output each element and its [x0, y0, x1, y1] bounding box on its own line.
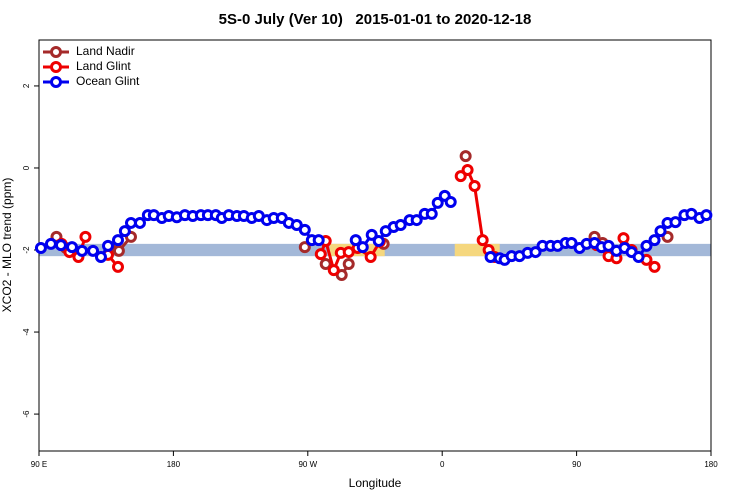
legend-label: Land Nadir [76, 44, 135, 58]
point [617, 232, 630, 245]
point [66, 241, 79, 254]
point [700, 209, 713, 222]
point [529, 246, 542, 259]
y-tick-label: 2 [22, 83, 31, 88]
point [461, 164, 474, 177]
point [648, 234, 661, 247]
point [476, 234, 489, 247]
point [111, 234, 124, 247]
x-tick-label: 90 W [298, 460, 317, 469]
point [425, 207, 438, 220]
point [298, 241, 311, 254]
point [118, 225, 131, 238]
point [410, 214, 423, 227]
point [394, 218, 407, 231]
point [349, 234, 362, 247]
point [468, 180, 481, 193]
point [87, 244, 100, 257]
x-tick-label: 180 [167, 460, 181, 469]
point [133, 216, 146, 229]
x-tick-label: 90 E [31, 460, 47, 469]
point [648, 260, 661, 273]
point [365, 228, 378, 241]
point [632, 250, 645, 263]
point [459, 150, 472, 163]
point [44, 237, 57, 250]
point [79, 230, 92, 243]
point [372, 234, 385, 247]
legend-marker [50, 61, 62, 73]
chart-title: 5S-0 July (Ver 10) 2015-01-01 to 2020-12… [219, 11, 532, 28]
legend-marker [50, 76, 62, 88]
legend-label: Land Glint [76, 59, 131, 73]
point [34, 241, 47, 254]
y-axis-label: XCO2 - MLO trend (ppm) [0, 178, 14, 313]
point [342, 257, 355, 270]
point [654, 225, 667, 238]
point [76, 244, 89, 257]
legend-label: Ocean Glint [76, 74, 140, 88]
point [111, 260, 124, 273]
point [444, 196, 457, 209]
point [454, 170, 467, 183]
point [319, 257, 332, 270]
x-axis-label: Longitude [349, 476, 402, 490]
x-tick-label: 90 [572, 460, 581, 469]
point [290, 218, 303, 231]
point [101, 239, 114, 252]
point [298, 223, 311, 236]
y-tick-label: -6 [22, 410, 31, 418]
point [565, 237, 578, 250]
y-tick-label: -2 [22, 246, 31, 254]
point [94, 250, 107, 263]
y-tick-label: 0 [22, 165, 31, 170]
x-tick-label: 180 [704, 460, 718, 469]
point [112, 244, 125, 257]
point [669, 216, 682, 229]
point [356, 241, 369, 254]
point [484, 250, 497, 263]
legend-marker [50, 46, 62, 58]
point [312, 234, 325, 247]
point [342, 246, 355, 259]
point [327, 264, 340, 277]
x-tick-label: 0 [440, 460, 445, 469]
y-tick-label: -4 [22, 328, 31, 336]
point [364, 250, 377, 263]
point [640, 239, 653, 252]
point [54, 239, 67, 252]
point [314, 248, 327, 261]
point [431, 196, 444, 209]
